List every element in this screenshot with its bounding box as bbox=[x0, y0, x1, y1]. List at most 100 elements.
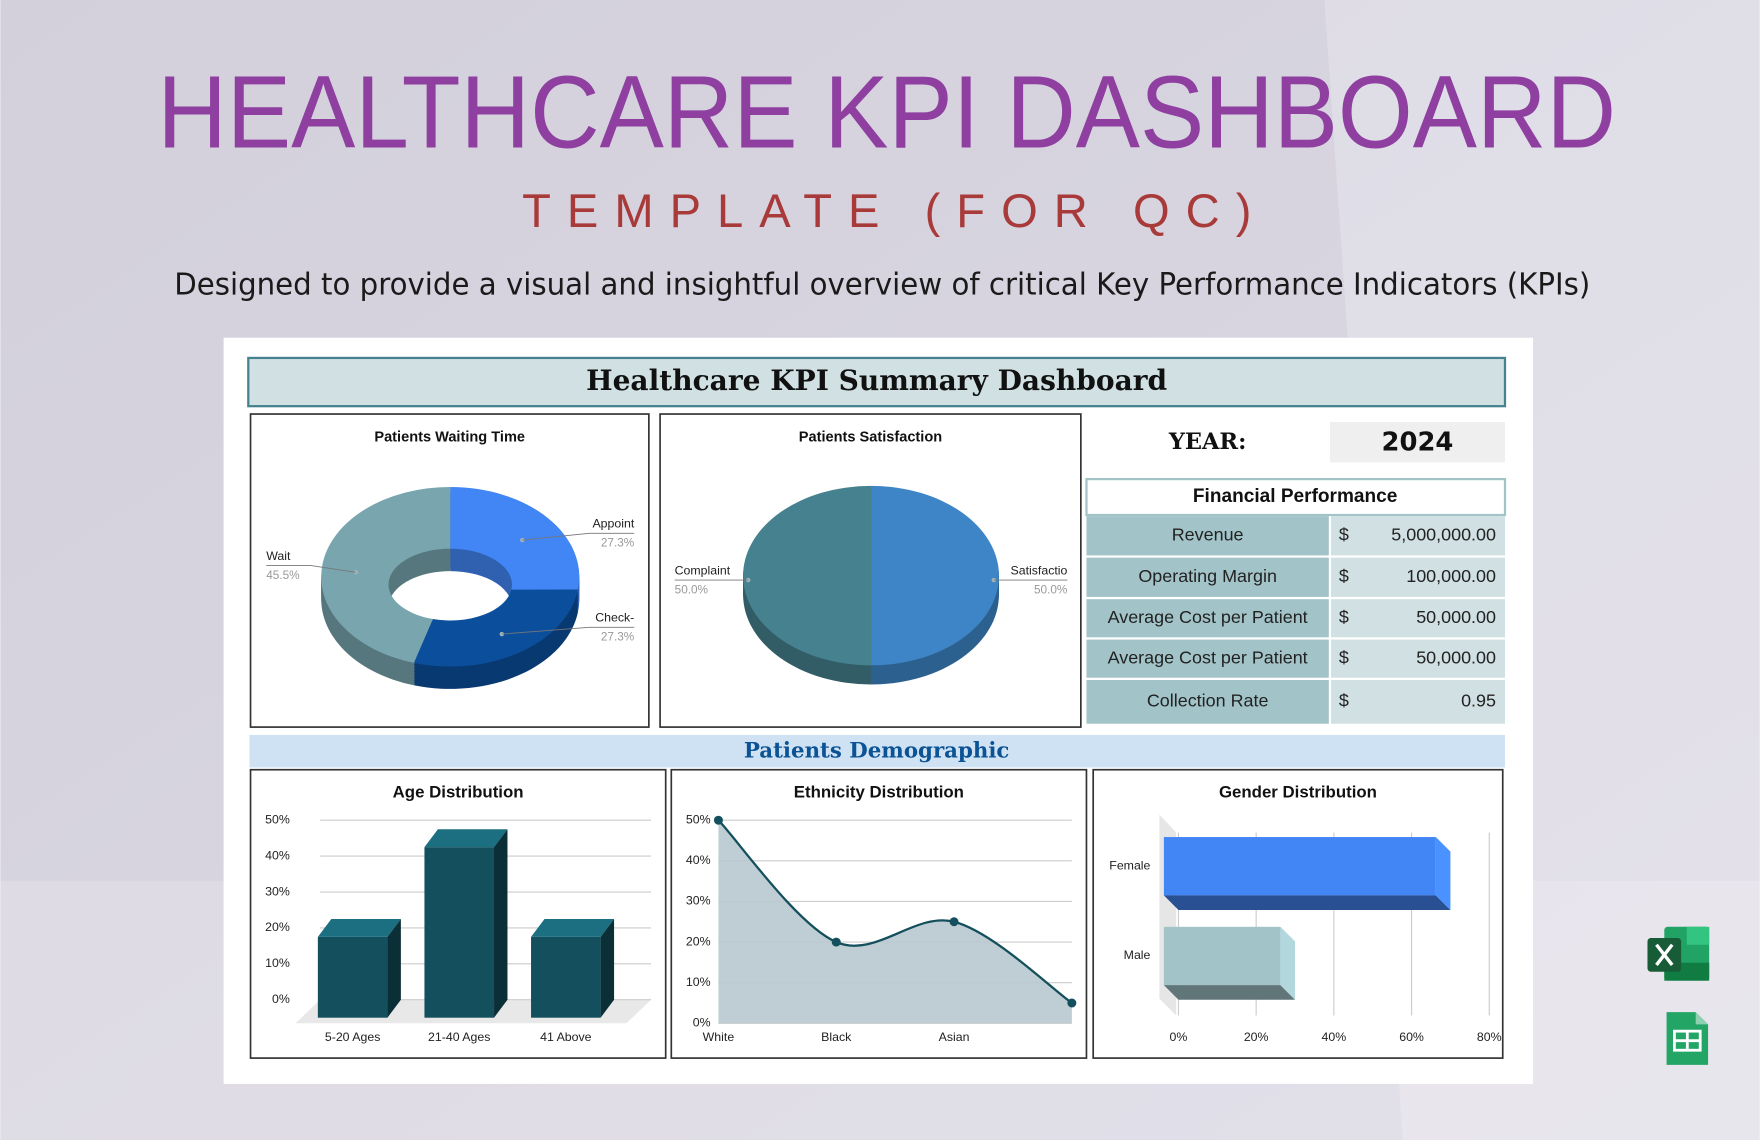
y-tick-label: 0% bbox=[272, 992, 290, 1006]
slice-label: Complaint bbox=[675, 563, 731, 577]
page-title: HEALTHCARE KPI DASHBOARD bbox=[157, 54, 1616, 169]
x-tick-label: Black bbox=[821, 1030, 852, 1044]
leader-dot bbox=[499, 631, 505, 637]
financial-title: Financial Performance bbox=[1193, 486, 1397, 507]
bar-side bbox=[494, 829, 508, 1018]
leader-line bbox=[522, 532, 635, 541]
section-title: Patients Demographic bbox=[744, 738, 1010, 763]
bar-top bbox=[531, 918, 615, 937]
slice-value: 50.0% bbox=[675, 583, 709, 596]
label-cell bbox=[1086, 599, 1329, 638]
value-cell bbox=[1331, 516, 1505, 556]
chart-title: Patients Waiting Time bbox=[374, 429, 525, 445]
bar-top bbox=[317, 918, 401, 937]
row-currency: $ bbox=[1339, 566, 1349, 586]
value-cell bbox=[1331, 679, 1505, 724]
point bbox=[713, 815, 723, 825]
leader-line bbox=[266, 565, 356, 573]
slice-value: 45.5% bbox=[266, 569, 300, 582]
slice-value: 27.3% bbox=[601, 631, 635, 644]
value-cell bbox=[1331, 557, 1505, 597]
x-tick-label: 20% bbox=[1244, 1030, 1269, 1044]
label-cell bbox=[1086, 557, 1329, 597]
x-tick-label: Asian bbox=[939, 1030, 970, 1044]
label-cell bbox=[1086, 679, 1329, 724]
x-tick-label: 40% bbox=[1322, 1030, 1347, 1044]
row-value: 5,000,000.00 bbox=[1391, 525, 1496, 545]
row-value: 50,000.00 bbox=[1416, 647, 1496, 667]
y-tick-label: Female bbox=[1109, 858, 1150, 872]
row-label: Revenue bbox=[1172, 525, 1244, 545]
year-box bbox=[1329, 421, 1505, 463]
row-value: 0.95 bbox=[1461, 691, 1496, 711]
y-tick-label: 50% bbox=[265, 812, 290, 826]
slice-label: Check- bbox=[595, 611, 634, 625]
bar-bottom bbox=[1163, 985, 1296, 1000]
slice-value: 27.3% bbox=[601, 537, 635, 550]
y-tick-label: 10% bbox=[265, 956, 290, 970]
row-value: 100,000.00 bbox=[1406, 566, 1496, 586]
dashboard-title-box bbox=[247, 356, 1507, 408]
point bbox=[1067, 998, 1077, 1008]
chart-title: Gender Distribution bbox=[1219, 783, 1377, 802]
bar bbox=[1163, 837, 1436, 896]
row-label: Average Cost per Patient bbox=[1108, 607, 1308, 627]
year-value: 2024 bbox=[1382, 428, 1454, 458]
section-bar bbox=[249, 734, 1505, 768]
y-tick-label: 40% bbox=[686, 853, 711, 867]
x-tick-label: White bbox=[703, 1030, 735, 1044]
excel-icon bbox=[1647, 926, 1710, 981]
row-label: Average Cost per Patient bbox=[1108, 647, 1308, 667]
slice bbox=[321, 486, 451, 663]
x-tick-label: 5-20 Ages bbox=[325, 1030, 381, 1044]
label-cell bbox=[1086, 516, 1329, 556]
x-tick-label: 0% bbox=[1170, 1030, 1188, 1044]
row-label: Collection Rate bbox=[1147, 691, 1269, 711]
row-currency: $ bbox=[1339, 525, 1349, 545]
bar bbox=[531, 936, 601, 1018]
row-currency: $ bbox=[1339, 691, 1349, 711]
y-tick-label: 20% bbox=[265, 920, 290, 934]
bar-side bbox=[387, 918, 401, 1018]
leader-dot bbox=[353, 570, 359, 575]
y-tick-label: 30% bbox=[686, 894, 711, 908]
y-tick-label: Male bbox=[1124, 948, 1151, 962]
label-cell bbox=[1086, 639, 1329, 678]
bar bbox=[1163, 926, 1281, 986]
row-currency: $ bbox=[1339, 647, 1349, 667]
slice bbox=[743, 485, 872, 666]
chart-title: Ethnicity Distribution bbox=[794, 783, 964, 802]
y-tick-label: 50% bbox=[686, 812, 711, 826]
value-cell bbox=[1331, 599, 1505, 638]
chart-title: Age Distribution bbox=[393, 783, 524, 802]
y-tick-label: 10% bbox=[686, 975, 711, 989]
line bbox=[717, 819, 1073, 1004]
bar-top bbox=[424, 829, 508, 848]
value-cell bbox=[1331, 639, 1505, 678]
chart-panel bbox=[1092, 768, 1504, 1059]
slice-value: 50.0% bbox=[1034, 583, 1068, 596]
x-tick-label: 80% bbox=[1477, 1030, 1502, 1044]
y-tick-label: 40% bbox=[265, 848, 290, 862]
y-tick-label: 30% bbox=[265, 884, 290, 898]
bar bbox=[317, 936, 388, 1018]
row-label: Operating Margin bbox=[1138, 566, 1277, 586]
point bbox=[949, 917, 959, 927]
y-tick-label: 0% bbox=[693, 1016, 711, 1030]
bar bbox=[424, 847, 495, 1018]
sheets-icon bbox=[1666, 1012, 1709, 1065]
x-tick-label: 41 Above bbox=[540, 1030, 592, 1044]
year-label: YEAR: bbox=[1168, 429, 1246, 455]
point bbox=[831, 937, 841, 947]
financial-header bbox=[1085, 477, 1507, 517]
leader-dot bbox=[991, 577, 997, 583]
slice bbox=[450, 486, 580, 590]
slice bbox=[413, 589, 578, 667]
leader-line bbox=[501, 626, 635, 635]
dashboard-title: Healthcare KPI Summary Dashboard bbox=[586, 364, 1167, 397]
area bbox=[718, 820, 1072, 1024]
bar-side bbox=[1280, 926, 1296, 1000]
slice-label: Satisfactio bbox=[1011, 563, 1068, 577]
row-value: 50,000.00 bbox=[1416, 607, 1496, 627]
